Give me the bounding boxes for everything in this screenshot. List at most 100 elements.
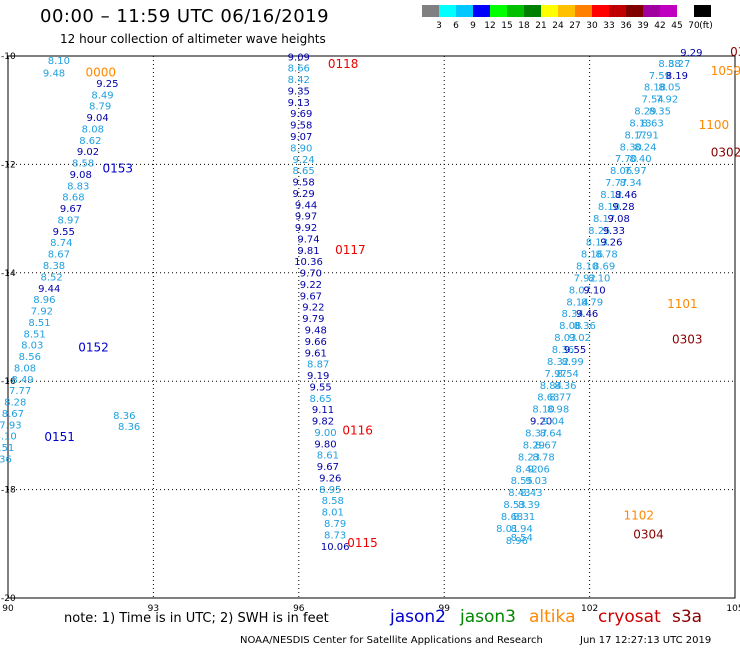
pass-label: 1101 bbox=[667, 297, 698, 311]
wave-height-value: 10.06 bbox=[321, 542, 350, 553]
plot-frame bbox=[7, 55, 736, 599]
wave-height-value: 8.87 bbox=[307, 360, 329, 371]
legend-label: 21 bbox=[535, 21, 547, 31]
legend-swatch bbox=[575, 5, 592, 17]
wave-height-value: 9.04 bbox=[87, 113, 109, 124]
legend-swatch bbox=[456, 5, 473, 17]
pass-label: 1100 bbox=[699, 118, 730, 132]
legend-label: 27 bbox=[569, 21, 581, 31]
footer-note: note: 1) Time is in UTC; 2) SWH is in fe… bbox=[64, 611, 329, 626]
wave-height-value: 8.63 bbox=[537, 393, 559, 404]
wave-height-value: 8.62 bbox=[79, 136, 101, 147]
pass-label: 0118 bbox=[328, 57, 359, 71]
wave-height-value: 9.25 bbox=[96, 79, 118, 90]
wave-height-value: 9.19 bbox=[307, 371, 329, 382]
pass-label: 0301 bbox=[730, 45, 740, 59]
wave-height-value: 8.29 bbox=[634, 107, 656, 118]
wave-height-value: 8.79 bbox=[324, 519, 346, 530]
satellite-jason2: jason2 bbox=[390, 607, 446, 627]
wave-height-value: 9.35 bbox=[288, 86, 310, 97]
wave-height-value: 8.51 bbox=[0, 443, 14, 454]
wave-height-value: 8.03 bbox=[21, 341, 43, 352]
wave-height-value: 8.25 bbox=[588, 226, 610, 237]
wave-height-value: 8.23 bbox=[518, 452, 540, 463]
legend-label: 24 bbox=[552, 21, 564, 31]
wave-height-value: 9.44 bbox=[295, 200, 317, 211]
legend-swatch bbox=[677, 5, 694, 17]
y-tick-label: -16 bbox=[1, 377, 16, 387]
legend-swatch bbox=[694, 5, 711, 17]
wave-height-value: 8.05 bbox=[658, 83, 680, 94]
wave-height-value: 8.38 bbox=[43, 261, 65, 272]
wave-height-value: 8.43 bbox=[520, 488, 542, 499]
wave-height-value: 9.67 bbox=[60, 204, 82, 215]
satellite-s3a: s3a bbox=[672, 607, 703, 627]
legend-label: 3 bbox=[436, 21, 442, 31]
wave-height-value: 9.48 bbox=[43, 69, 65, 80]
pass-label: 0304 bbox=[633, 527, 664, 541]
wave-height-value: 9.03 bbox=[525, 476, 547, 487]
wave-height-value: 8.49 bbox=[91, 90, 113, 101]
wave-height-value: 9.55 bbox=[309, 382, 331, 393]
wave-height-value: 9.79 bbox=[302, 314, 324, 325]
legend-label: 9 bbox=[470, 21, 476, 31]
legend-swatch bbox=[439, 5, 456, 17]
wave-height-value: 8.94 bbox=[511, 524, 533, 535]
wave-height-value: 7.93 bbox=[0, 420, 22, 431]
wave-height-value: 8.13 bbox=[629, 118, 651, 129]
y-tick-label: -12 bbox=[1, 160, 16, 170]
satellite-cryosat: cryosat bbox=[598, 607, 661, 627]
wave-height-value: 9.26 bbox=[319, 473, 341, 484]
wave-height-value: 8.17 bbox=[593, 214, 615, 225]
wave-height-value: 8.51 bbox=[28, 318, 50, 329]
legend-swatch bbox=[473, 5, 490, 17]
wave-height-value: 8.34 bbox=[562, 309, 584, 320]
wave-height-value: 7.97 bbox=[625, 166, 647, 177]
legend-swatch bbox=[609, 5, 626, 17]
wave-height-value: 8.52 bbox=[40, 272, 62, 283]
legend-label: 42 bbox=[654, 21, 666, 31]
wave-height-value: 8.10 bbox=[532, 405, 554, 416]
wave-height-value: 9.02 bbox=[569, 333, 591, 344]
wave-height-value: 9.67 bbox=[317, 462, 339, 473]
wave-height-value: 8.24 bbox=[634, 142, 656, 153]
legend-label: 39 bbox=[637, 21, 649, 31]
legend-label: 45 bbox=[671, 21, 683, 31]
wave-height-value: 8.54 bbox=[511, 533, 533, 544]
wave-height-value: 8.61 bbox=[317, 451, 339, 462]
wave-height-value: 8.99 bbox=[562, 357, 584, 368]
wave-height-value: 7.92 bbox=[574, 273, 596, 284]
wave-height-value: 9.20 bbox=[530, 417, 552, 428]
chart-subtitle: 12 hour collection of altimeter wave hei… bbox=[60, 32, 326, 46]
wave-height-value: 9.67 bbox=[300, 291, 322, 302]
legend-label: 15 bbox=[501, 21, 513, 31]
wave-height-value: 8.12 bbox=[600, 190, 622, 201]
legend-swatch bbox=[490, 5, 507, 17]
wave-height-value: 9.55 bbox=[564, 345, 586, 356]
wave-height-value: 8.10 bbox=[588, 273, 610, 284]
wave-height-value: 8.19 bbox=[666, 71, 688, 82]
wave-height-value: 8.54 bbox=[557, 369, 579, 380]
legend-swatch bbox=[558, 5, 575, 17]
wave-height-value: 8.49 bbox=[11, 375, 33, 386]
x-tick-label: 96 bbox=[293, 604, 305, 614]
wave-height-value: 8.78 bbox=[595, 250, 617, 261]
wave-height-value: 8.39 bbox=[518, 500, 540, 511]
pass-label: 1059 bbox=[711, 64, 740, 78]
wave-height-value: 8.77 bbox=[549, 393, 571, 404]
wave-height-value: 8.69 bbox=[593, 262, 615, 273]
wave-height-value: 8.67 bbox=[535, 440, 557, 451]
legend-label: 70 bbox=[688, 21, 700, 31]
x-tick-label: 105 bbox=[726, 604, 740, 614]
credit-line: NOAA/NESDIS Center for Satellite Applica… bbox=[240, 635, 543, 646]
wave-height-value: 8.65 bbox=[293, 166, 315, 177]
wave-height-value: 8.84 bbox=[540, 381, 562, 392]
wave-height-value: 8.55 bbox=[511, 476, 533, 487]
wave-height-value: 7.92 bbox=[656, 95, 678, 106]
wave-height-value: 8.27 bbox=[668, 59, 690, 70]
wave-height-value: 8.32 bbox=[547, 357, 569, 368]
wave-height-value: 8.35 bbox=[649, 107, 671, 118]
wave-height-value: 9.46 bbox=[576, 309, 598, 320]
legend-label: 36 bbox=[620, 21, 632, 31]
wave-height-value: 8.29 bbox=[523, 440, 545, 451]
